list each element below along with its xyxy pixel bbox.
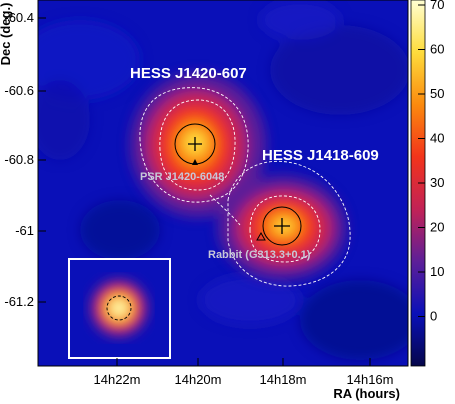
significance-contours [139,87,351,287]
plot-area [38,0,408,366]
contour-outer-1418 [227,160,351,287]
colorbar-tick-label: 20 [430,220,444,235]
extent-circle-1418 [262,206,302,246]
colorbar-tick-label: 0 [430,309,437,324]
contour-bridge [209,194,241,226]
y-axis-label: Dec (deg.) [0,3,13,66]
colorbar-tick-label: 70 [430,0,444,12]
x-tick-label: 14h16m [347,372,394,387]
psf-inset [68,258,171,359]
y-tick-label: -60.4 [4,10,34,25]
psf-circle [106,295,132,321]
y-tick-label: -60.8 [4,152,34,167]
x-axis-label: RA (hours) [333,386,400,401]
source-markers [174,123,302,246]
colorbar-tick-label: 10 [430,264,444,279]
y-tick-label: -60.6 [4,83,34,98]
psr-marker [192,159,198,165]
rabbit-marker [256,231,266,241]
x-axis-ticks: 14h22m 14h20m 14h18m 14h16m [94,358,394,387]
x-tick-label: 14h20m [175,372,222,387]
colorbar-tick-label: 30 [430,175,444,190]
annotation-psr: PSR J1420-6048 [140,171,224,183]
contour-outer-1420 [139,87,249,203]
annotation-rabbit: Rabbit (G313.3+0.1) [208,249,311,261]
y-axis-ticks: -60.4 -60.6 -60.8 -61 -61.2 [4,10,46,309]
colorbar-tick-label: 60 [430,42,444,57]
centroid-cross-1418 [274,218,290,234]
colorbar-tick-label: 40 [430,131,444,146]
source-label-hess-j1418: HESS J1418-609 [262,147,379,164]
x-tick-label: 14h22m [94,372,141,387]
y-tick-label: -61.2 [4,294,34,309]
x-tick-label: 14h18m [260,372,307,387]
plot-frame [37,0,409,367]
source-label-hess-j1420: HESS J1420-607 [130,65,247,82]
contour-inner-1420 [159,99,236,191]
contour-inner-1418 [249,195,321,263]
colorbar-tick-label: 50 [430,86,444,101]
background-noise [38,0,408,360]
colorbar-ticks: 0 10 20 30 40 50 60 70 [418,0,444,324]
y-tick-label: -61 [15,223,34,238]
centroid-cross-1420 [188,137,202,151]
